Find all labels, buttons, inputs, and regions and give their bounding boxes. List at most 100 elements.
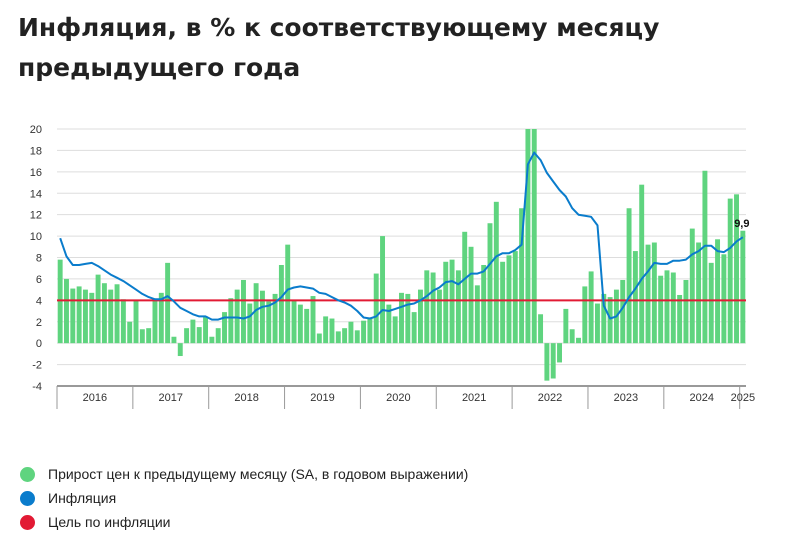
bar [532, 129, 537, 343]
bar [254, 283, 259, 343]
y-tick-label: 12 [30, 210, 42, 222]
bar [488, 223, 493, 343]
bar [671, 272, 676, 343]
bar [102, 283, 107, 343]
bar [469, 247, 474, 343]
bar [235, 290, 240, 344]
bar [228, 298, 233, 343]
bar [646, 245, 651, 344]
bar [462, 232, 467, 343]
x-tick-label: 2018 [234, 392, 258, 404]
bar [665, 270, 670, 343]
bar [582, 286, 587, 343]
legend-label-target: Цель по инфляции [48, 514, 170, 530]
chart-title: Инфляция, в % к соответствующему месяцу … [18, 8, 778, 88]
bar [77, 286, 82, 343]
bar [702, 171, 707, 343]
bar [696, 243, 701, 344]
bar [589, 271, 594, 343]
y-tick-label: 8 [36, 253, 42, 265]
legend-item-inflation: Инфляция [20, 486, 468, 510]
bar [728, 199, 733, 344]
bar [677, 295, 682, 343]
bar [83, 290, 88, 344]
bar [184, 328, 189, 343]
bar [209, 337, 214, 343]
bar [108, 290, 113, 344]
x-tick-label: 2023 [614, 392, 638, 404]
bar [96, 275, 101, 344]
y-tick-label: 10 [30, 231, 42, 243]
bar [500, 262, 505, 343]
legend-label-inflation: Инфляция [48, 490, 116, 506]
bar [153, 299, 158, 343]
bar [418, 290, 423, 344]
bar [146, 328, 151, 343]
bar [658, 276, 663, 343]
bar [557, 343, 562, 362]
x-tick-label: 2017 [159, 392, 183, 404]
bar [140, 329, 145, 343]
bar [627, 208, 632, 343]
bar [178, 343, 183, 356]
bar [431, 272, 436, 343]
bar [336, 331, 341, 343]
bar [241, 280, 246, 343]
bar [355, 330, 360, 343]
x-tick-label: 2022 [538, 392, 562, 404]
bar [70, 289, 75, 344]
x-tick-label: 2020 [386, 392, 410, 404]
bar [450, 260, 455, 344]
bar [64, 279, 69, 343]
bar [304, 309, 309, 343]
bar [121, 299, 126, 343]
y-tick-label: 4 [36, 295, 42, 307]
bar [266, 301, 271, 343]
bar [570, 329, 575, 343]
y-tick-label: 14 [30, 188, 42, 200]
bar [285, 245, 290, 344]
bar [734, 194, 739, 343]
y-tick-label: 20 [30, 124, 42, 136]
y-tick-label: 16 [30, 167, 42, 179]
bar [494, 202, 499, 343]
legend-dot-target [20, 515, 35, 530]
annotations: 9,9 [734, 218, 749, 230]
y-tick-label: -2 [32, 360, 42, 372]
bar [165, 263, 170, 343]
bar [437, 290, 442, 344]
last-value-label: 9,9 [734, 218, 749, 230]
legend-item-bars: Прирост цен к предыдущему месяцу (SA, в … [20, 462, 468, 486]
bar [374, 274, 379, 344]
bar [506, 255, 511, 343]
bar [683, 280, 688, 343]
bar [216, 328, 221, 343]
y-tick-label: 0 [36, 338, 42, 350]
x-tick-label: 2016 [83, 392, 107, 404]
bar [317, 334, 322, 344]
bar [639, 185, 644, 343]
bar [513, 251, 518, 343]
y-tick-label: 6 [36, 274, 42, 286]
bar [551, 343, 556, 378]
bar-series [58, 129, 746, 381]
y-tick-label: 18 [30, 145, 42, 157]
legend-item-target: Цель по инфляции [20, 510, 468, 534]
bar [279, 265, 284, 343]
inflation-chart: -4 -2 0 2 4 6 8 10 12 14 16 18 20 2016 2017 2018 2019 20… [0, 112, 800, 412]
y-tick-label: -4 [32, 381, 42, 393]
bar [367, 317, 372, 343]
bar [456, 270, 461, 343]
y-tick-label: 2 [36, 317, 42, 329]
x-tick-label: 2025 [731, 392, 755, 404]
bar [481, 265, 486, 343]
legend: Прирост цен к предыдущему месяцу (SA, в … [20, 462, 468, 534]
bar [127, 322, 132, 343]
bar [608, 297, 613, 343]
bar [330, 319, 335, 344]
x-tick-label: 2019 [310, 392, 334, 404]
bar [544, 343, 549, 380]
bar [633, 251, 638, 343]
bar [298, 305, 303, 344]
bar [576, 338, 581, 343]
